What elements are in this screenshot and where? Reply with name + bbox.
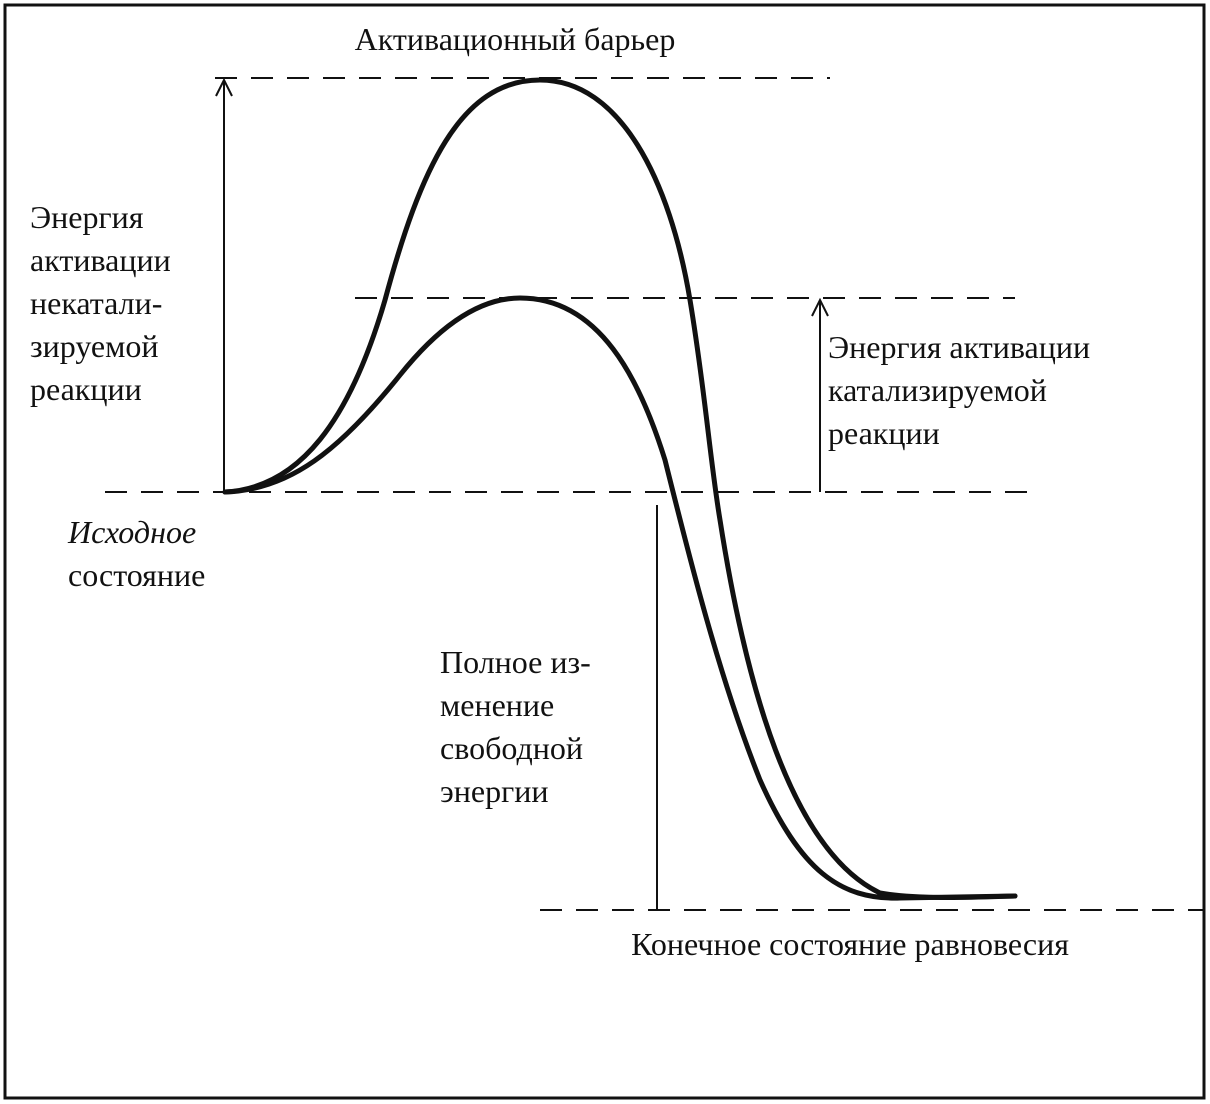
label-line: реакции (30, 371, 142, 407)
initial-label: Исходное состояние (67, 514, 205, 593)
label-line: Энергия (30, 199, 144, 235)
label-line: энергии (440, 773, 548, 809)
label-line: свободной (440, 730, 583, 766)
label-line: менение (440, 687, 554, 723)
catalyzed-label: Энергия активации катализируемой реакции (828, 329, 1090, 451)
label-line: зируемой (30, 328, 159, 364)
label-line: некатали- (30, 285, 162, 321)
label-line: состояние (68, 557, 205, 593)
barrier-label: Активационный барьер (355, 21, 676, 57)
label-line: Исходное (67, 514, 196, 550)
catalyzed-curve (222, 295, 1018, 901)
uncatalyzed-label: Энергия активации некатали-зируемой реакции (30, 199, 171, 407)
label-line: активации (30, 242, 171, 278)
frame (3, 3, 1206, 1100)
label-line: реакции (828, 415, 940, 451)
uncatalyzed-curve (222, 77, 1018, 900)
label-line: Энергия активации (828, 329, 1090, 365)
arrow-head (215, 77, 233, 97)
final-label: Конечное состояние равновесия (631, 926, 1069, 962)
label-line: Полное из- (440, 644, 591, 680)
label-line: катализируемой (828, 372, 1047, 408)
arrow-head (811, 297, 829, 317)
free-energy-label: Полное из-менение свободной энергии (440, 644, 591, 809)
